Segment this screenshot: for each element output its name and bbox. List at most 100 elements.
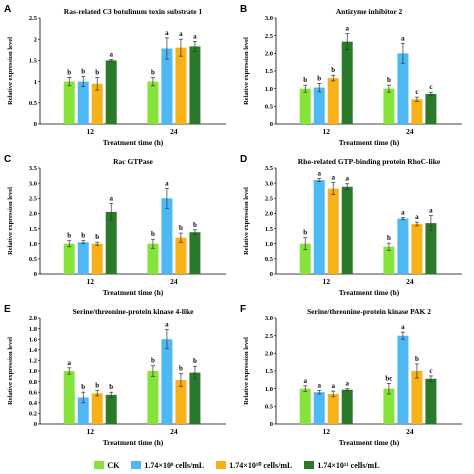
bar — [189, 46, 201, 124]
bar — [313, 180, 325, 274]
y-tick-label: 2.0 — [265, 211, 273, 218]
significance-letter: a — [415, 213, 419, 221]
y-tick-label: 2.5 — [29, 15, 38, 22]
significance-letter: a — [345, 380, 349, 388]
y-tick-label: 1.0 — [29, 241, 37, 248]
y-axis-label: Relative expression level — [7, 337, 14, 405]
bar — [327, 393, 339, 424]
bar — [397, 335, 409, 424]
bar — [161, 198, 173, 274]
significance-letter: b — [317, 74, 321, 82]
panel-letter: C — [4, 154, 11, 165]
y-tick-label: 2 — [34, 36, 37, 43]
y-tick-label: 1.0 — [265, 386, 273, 393]
y-tick-label: 1.5 — [29, 58, 38, 65]
y-tick-label: 3.5 — [29, 165, 38, 172]
significance-letter: b — [331, 66, 335, 74]
x-axis-label: Treatment time (h) — [103, 288, 164, 297]
panel-c: C Rac GTPase 0 0.5 1.0 1.5 2.0 2.5 3.0 3.5 Relativ… — [4, 154, 226, 297]
y-tick-label: 0.4 — [29, 400, 38, 407]
panel-title: Serine/threonine-protein kinase 4-like — [73, 307, 195, 316]
significance-letter: a — [345, 25, 349, 33]
x-axis-label: Treatment time (h) — [103, 138, 164, 147]
y-tick-label: 1.5 — [265, 68, 274, 75]
panel-title: Rac GTPase — [113, 157, 153, 166]
y-tick-label: 0.5 — [29, 100, 38, 107]
significance-letter: b — [151, 230, 155, 238]
bar — [313, 87, 325, 124]
significance-letter: a — [429, 207, 433, 215]
significance-letter: a — [109, 194, 113, 202]
x-tick-label: 12 — [86, 427, 94, 436]
bar — [425, 93, 437, 124]
bar — [175, 380, 187, 424]
legend-label: 1.74×10¹¹ cells/mL — [317, 460, 380, 470]
significance-letter: a — [317, 170, 321, 178]
y-tick-label: 0.5 — [265, 104, 274, 111]
significance-letter: a — [67, 359, 71, 367]
significance-letter: a — [165, 179, 169, 187]
bar — [425, 378, 437, 424]
y-tick-label: 1.4 — [29, 347, 38, 354]
y-tick-label: 3.5 — [265, 165, 274, 172]
significance-letter: c — [429, 83, 432, 91]
significance-letter: b — [81, 68, 85, 76]
significance-letter: b — [179, 224, 183, 232]
significance-letter: b — [387, 76, 391, 84]
bar — [383, 388, 395, 424]
x-tick-label: 12 — [86, 127, 94, 136]
bar — [63, 371, 75, 424]
x-tick-label: 12 — [322, 427, 330, 436]
bar — [91, 243, 103, 274]
significance-letter: b — [151, 357, 155, 365]
panel-letter: A — [4, 4, 11, 15]
x-axis-label: Treatment time (h) — [339, 288, 400, 297]
x-tick-label: 24 — [170, 127, 178, 136]
y-tick-label: 0.5 — [29, 256, 38, 263]
y-tick-label: 0 — [34, 271, 37, 278]
y-tick-label: 0.8 — [29, 379, 38, 386]
x-tick-label: 24 — [406, 427, 414, 436]
legend-label: CK — [107, 460, 120, 470]
bar — [397, 218, 409, 274]
bar — [175, 237, 187, 274]
y-tick-label: 0 — [34, 121, 37, 128]
panel-title: Rho-related GTP-binding protein RhoC-lik… — [298, 157, 441, 166]
significance-letter: a — [331, 174, 335, 182]
y-tick-label: 1 — [34, 79, 37, 86]
significance-letter: bc — [385, 374, 392, 382]
significance-letter: a — [193, 32, 197, 40]
bar — [189, 232, 201, 274]
y-tick-label: 3.0 — [265, 180, 273, 187]
bar — [77, 242, 89, 274]
y-tick-label: 3.0 — [29, 180, 37, 187]
y-axis-label: Relative expression level — [243, 187, 250, 255]
panel-letter: B — [240, 4, 247, 15]
bar — [299, 88, 311, 124]
y-tick-label: 2.5 — [265, 33, 274, 40]
significance-letter: c — [429, 367, 432, 375]
legend-swatch — [131, 461, 142, 469]
panel-f: F Serine/threonine-protein kinase PAK 2 0 0… — [240, 304, 462, 447]
x-tick-label: 12 — [86, 277, 94, 286]
y-axis-label: Relative expression level — [243, 337, 250, 405]
significance-letter: a — [109, 51, 113, 59]
significance-letter: b — [193, 221, 197, 229]
y-tick-label: 0.2 — [29, 411, 37, 418]
y-tick-label: 3.0 — [265, 15, 273, 22]
y-tick-label: 2.0 — [29, 315, 37, 322]
panel-d: D Rho-related GTP-binding protein RhoC-li… — [240, 154, 462, 297]
bar — [91, 83, 103, 124]
panel-letter: F — [240, 304, 246, 315]
bar — [147, 81, 159, 124]
legend-swatch — [216, 461, 227, 469]
bar — [411, 371, 423, 424]
panel-e: E Serine/threonine-protein kinase 4-like 0… — [4, 304, 226, 447]
panel-title: Antizyme inhibitor 2 — [336, 7, 403, 16]
significance-letter: b — [95, 382, 99, 390]
y-tick-label: 2.5 — [265, 195, 274, 202]
significance-letter: b — [415, 355, 419, 363]
y-tick-label: 0 — [34, 421, 37, 428]
significance-letter: b — [81, 383, 85, 391]
